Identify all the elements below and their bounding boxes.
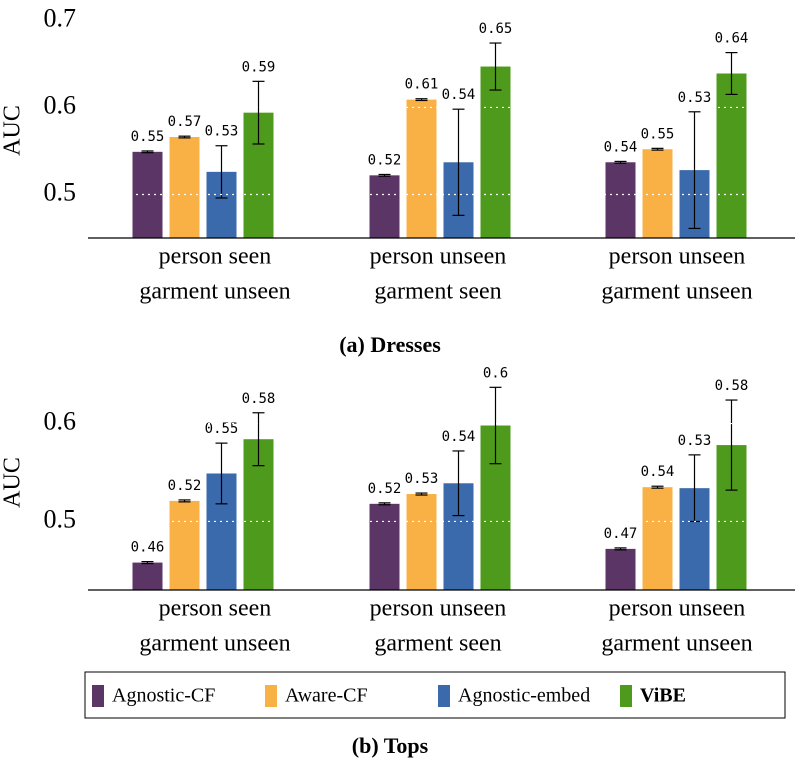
value-label: 0.53 xyxy=(205,124,239,140)
value-label: 0.59 xyxy=(242,59,276,75)
value-label: 0.64 xyxy=(715,31,749,47)
value-label: 0.55 xyxy=(641,126,675,142)
value-label: 0.55 xyxy=(205,421,239,437)
bar xyxy=(605,162,636,238)
y-axis-label: AUC xyxy=(0,457,26,508)
y-axis-label: AUC xyxy=(0,105,26,156)
bar xyxy=(480,66,511,238)
y-tick-label: 0.7 xyxy=(44,3,77,32)
caption: (a) Dresses xyxy=(339,332,441,357)
bar xyxy=(169,500,200,590)
value-label: 0.53 xyxy=(405,471,439,487)
value-label: 0.54 xyxy=(604,139,638,155)
x-tick-label: garment seen xyxy=(374,279,501,305)
bar xyxy=(369,503,400,590)
bar xyxy=(406,494,437,590)
x-tick-label: garment unseen xyxy=(601,631,752,657)
value-label: 0.52 xyxy=(368,481,402,497)
bar xyxy=(605,548,636,590)
bar xyxy=(716,73,747,238)
y-tick-label: 0.5 xyxy=(44,177,77,206)
legend-label: Agnostic-CF xyxy=(112,685,215,707)
x-tick-label: person unseen xyxy=(370,244,507,270)
value-label: 0.54 xyxy=(442,429,476,445)
value-label: 0.54 xyxy=(641,464,675,480)
value-label: 0.47 xyxy=(604,526,638,542)
value-label: 0.55 xyxy=(131,129,165,145)
legend-swatch xyxy=(265,685,277,707)
bar xyxy=(369,175,400,238)
bar xyxy=(642,149,673,238)
legend-box xyxy=(84,671,786,719)
legend-label: ViBE xyxy=(640,685,686,707)
value-label: 0.61 xyxy=(405,77,439,93)
x-tick-label: person unseen xyxy=(609,244,746,270)
bar xyxy=(132,562,163,590)
legend-swatch xyxy=(438,685,450,707)
legend-swatch xyxy=(92,685,104,707)
x-tick-label: person seen xyxy=(159,244,272,270)
x-tick-label: person unseen xyxy=(370,596,507,622)
value-label: 0.52 xyxy=(368,152,402,168)
bar xyxy=(642,487,673,590)
value-label: 0.53 xyxy=(678,90,712,106)
value-label: 0.54 xyxy=(442,87,476,103)
x-tick-label: garment unseen xyxy=(139,279,290,305)
value-label: 0.58 xyxy=(715,378,749,394)
y-tick-label: 0.6 xyxy=(44,90,77,119)
y-tick-label: 0.5 xyxy=(44,504,77,533)
value-label: 0.53 xyxy=(678,433,712,449)
value-label: 0.52 xyxy=(168,478,202,494)
y-tick-label: 0.6 xyxy=(44,407,77,436)
legend-swatch xyxy=(620,685,632,707)
legend-label: Aware-CF xyxy=(285,685,368,707)
value-label: 0.65 xyxy=(479,21,513,37)
legend-label: Agnostic-embed xyxy=(458,685,590,707)
x-tick-label: garment unseen xyxy=(601,279,752,305)
bar xyxy=(406,99,437,238)
bar xyxy=(169,137,200,238)
value-label: 0.6 xyxy=(483,365,508,381)
value-label: 0.46 xyxy=(131,540,165,556)
x-tick-label: garment seen xyxy=(374,631,501,657)
x-tick-label: person unseen xyxy=(609,596,746,622)
x-tick-label: person seen xyxy=(159,596,272,622)
caption: (b) Tops xyxy=(352,733,429,758)
value-label: 0.58 xyxy=(242,391,276,407)
value-label: 0.57 xyxy=(168,114,202,130)
x-tick-label: garment unseen xyxy=(139,631,290,657)
